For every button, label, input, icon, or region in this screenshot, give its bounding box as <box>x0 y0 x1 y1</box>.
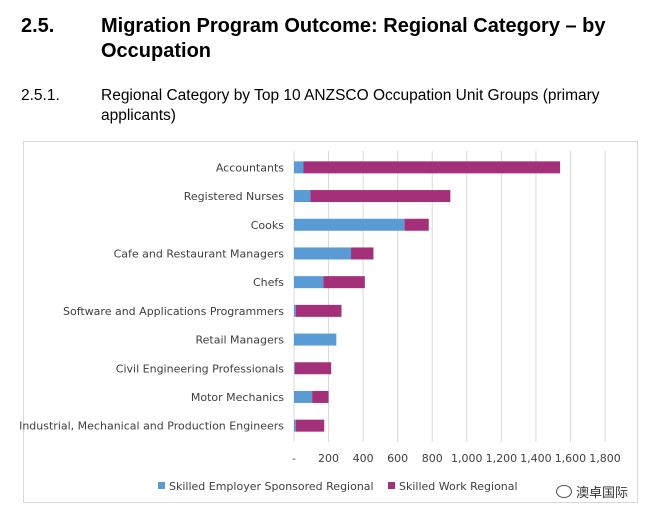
x-tick-label: 800 <box>422 452 443 465</box>
x-tick-label: 1,400 <box>520 452 552 465</box>
bar-segment <box>294 247 352 260</box>
bar-segment <box>303 161 561 174</box>
bar-segment <box>312 390 329 403</box>
bar-segment <box>294 218 405 231</box>
x-tick-label: - <box>292 452 296 465</box>
x-tick-label: 200 <box>318 452 339 465</box>
bar-segment <box>294 161 304 174</box>
category-label: Industrial, Mechanical and Production En… <box>19 420 284 433</box>
bar-segment <box>294 419 296 432</box>
category-label: Civil Engineering Professionals <box>116 362 284 375</box>
chart-frame <box>23 141 638 503</box>
bar-segment <box>295 419 325 432</box>
bar-segment <box>294 333 337 346</box>
category-label: Registered Nurses <box>184 190 285 203</box>
bar-segment <box>294 390 313 403</box>
bar-segment <box>323 276 365 289</box>
x-tick-label: 1,200 <box>486 452 518 465</box>
subsection-number: 2.5.1. <box>21 87 60 104</box>
x-tick-label: 1,600 <box>555 452 587 465</box>
watermark-text: 澳卓国际 <box>576 486 629 501</box>
watermark: 澳卓国际 <box>556 482 628 501</box>
bar-segment <box>294 276 324 289</box>
legend-label: Skilled Work Regional <box>399 480 518 493</box>
category-label: Cooks <box>251 219 285 232</box>
section-title: Migration Program Outcome: Regional Cate… <box>101 15 606 62</box>
chat-icon <box>556 485 572 498</box>
category-label: Retail Managers <box>195 334 284 347</box>
x-tick-label: 1,800 <box>589 452 621 465</box>
category-label: Cafe and Restaurant Managers <box>114 247 285 260</box>
category-label: Accountants <box>216 161 284 174</box>
category-label: Software and Applications Programmers <box>63 305 284 318</box>
x-tick-label: 1,000 <box>451 452 483 465</box>
bar-segment <box>294 304 296 317</box>
bar-segment <box>404 218 429 231</box>
bar-segment <box>351 247 374 260</box>
bar-segment <box>294 362 332 375</box>
bar-segment <box>294 362 295 375</box>
legend-label: Skilled Employer Sponsored Regional <box>169 480 374 493</box>
category-label: Chefs <box>253 276 284 289</box>
section-number: 2.5. <box>21 15 55 37</box>
legend-swatch <box>158 482 165 489</box>
bar-segment <box>310 190 451 203</box>
x-tick-label: 600 <box>387 452 408 465</box>
bar-segment <box>295 304 342 317</box>
category-label: Motor Mechanics <box>191 391 284 404</box>
legend-swatch <box>388 482 395 489</box>
subsection-title: Regional Category by Top 10 ANZSCO Occup… <box>101 87 600 124</box>
x-tick-label: 400 <box>353 452 374 465</box>
bar-segment <box>294 190 311 203</box>
